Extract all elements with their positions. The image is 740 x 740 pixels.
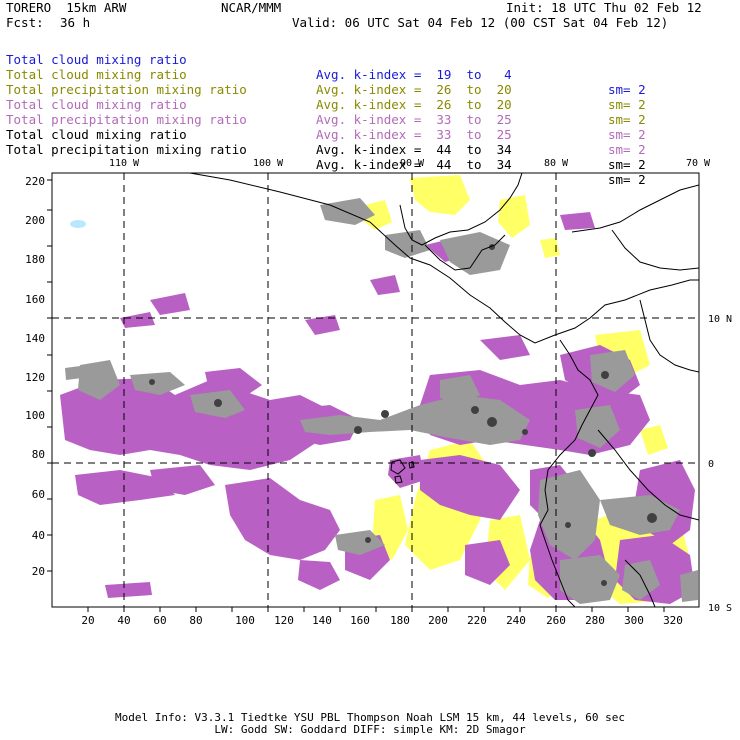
legend-field: Total cloud mixing ratio (6, 97, 187, 112)
y-tick-label: 20 (32, 565, 45, 578)
legend-smoothing: sm= 2 (608, 142, 646, 157)
y-tick-label: 60 (32, 488, 45, 501)
lon-label: 80 W (544, 158, 569, 169)
y-tick-label: 80 (32, 448, 45, 461)
legend-row: Total cloud mixing ratio Avg. k-index = … (6, 52, 706, 112)
x-tick-labels: 20 40 60 80 100 120 140 160 180 200 220 … (81, 614, 683, 627)
legend-kindex: Avg. k-index = 44 to 34 (316, 157, 512, 172)
legend-row: Total precipitation mixing ratio Avg. k-… (6, 67, 706, 127)
legend-row: Total cloud mixing ratio Avg. k-index = … (6, 82, 706, 142)
coastline (189, 173, 699, 607)
lon-label: 110 W (109, 158, 140, 169)
legend-kindex: Avg. k-index = 44 to 34 (316, 142, 512, 157)
model-info-line: Model Info: V3.3.1 Tiedtke YSU PBL Thomp… (115, 711, 625, 724)
x-tick-label: 100 (235, 614, 255, 627)
legend-kindex: Avg. k-index = 26 to 20 (316, 97, 512, 112)
x-tick-label: 80 (189, 614, 202, 627)
lon-label: 70 W (686, 158, 711, 169)
light-blue-cloud-patch (70, 220, 86, 228)
x-tick-label: 260 (546, 614, 566, 627)
legend-kindex: Avg. k-index = 26 to 20 (316, 82, 512, 97)
legend-field: Total precipitation mixing ratio (6, 142, 247, 157)
longitude-labels: 110 W 100 W 90 W 80 W 70 W (109, 158, 711, 169)
legend-kindex: Avg. k-index = 33 to 25 (316, 112, 512, 127)
legend-kindex: Avg. k-index = 19 to 4 (316, 67, 512, 82)
y-tick-label: 120 (25, 371, 45, 384)
model-physics-line: LW: Godd SW: Goddard DIFF: simple KM: 2D… (214, 723, 526, 736)
latitude-labels: 10 N 0 10 S (708, 314, 732, 614)
legend-field: Total precipitation mixing ratio (6, 82, 247, 97)
legend-smoothing: sm= 2 (608, 157, 646, 172)
legend-row: Total cloud mixing ratio Avg. k-index = … (6, 112, 706, 172)
x-tick-label: 240 (506, 614, 526, 627)
y-tick-label: 200 (25, 214, 45, 227)
x-tick-label: 60 (153, 614, 166, 627)
x-tick-label: 180 (390, 614, 410, 627)
y-tick-label: 140 (25, 332, 45, 345)
x-tick-label: 120 (274, 614, 294, 627)
x-tick-label: 140 (312, 614, 332, 627)
legend-smoothing: sm= 2 (608, 82, 646, 97)
legend-smoothing: sm= 2 (608, 172, 646, 187)
x-tick-label: 160 (350, 614, 370, 627)
dark-core-field (149, 244, 657, 586)
legend-smoothing: sm= 2 (608, 112, 646, 127)
x-tick-label: 280 (585, 614, 605, 627)
forecast-map: 110 W 100 W 90 W 80 W 70 W 10 N 0 10 S 2… (25, 158, 732, 627)
lon-label: 90 W (400, 158, 425, 169)
lat-label: 0 (708, 459, 714, 470)
x-tick-label: 220 (467, 614, 487, 627)
y-tick-label: 100 (25, 409, 45, 422)
lat-label: 10 S (708, 603, 732, 614)
forecast-hour: 36 h (60, 15, 91, 30)
lon-label: 100 W (253, 158, 284, 169)
forecast-label: Fcst: (6, 15, 44, 30)
legend-field: Total cloud mixing ratio (6, 52, 187, 67)
plot-header: TORERO 15km ARW NCAR/MMM Init: 18 UTC Th… (6, 0, 740, 145)
legend-row: Total precipitation mixing ratio Avg. k-… (6, 127, 706, 187)
legend-field: Total cloud mixing ratio (6, 67, 187, 82)
x-tick-label: 200 (428, 614, 448, 627)
y-tick-label: 160 (25, 293, 45, 306)
organization-label: NCAR/MMM (221, 0, 282, 15)
y-tick-label: 40 (32, 529, 45, 542)
lat-lon-grid (52, 173, 699, 607)
x-tick-label: 20 (81, 614, 94, 627)
y-tick-labels: 20 40 60 80 100 120 140 160 180 200 220 (25, 175, 45, 578)
axis-ticks (47, 179, 665, 612)
legend-row: Total cloud mixing ratio Avg. k-index = … (6, 37, 706, 97)
legend-smoothing: sm= 2 (608, 127, 646, 142)
legend-row: Total precipitation mixing ratio Avg. k-… (6, 97, 706, 157)
legend-field: Total cloud mixing ratio (6, 127, 187, 142)
legend-kindex: Avg. k-index = 33 to 25 (316, 127, 512, 142)
legend-field: Total precipitation mixing ratio (6, 112, 247, 127)
lat-label: 10 N (708, 314, 732, 325)
x-tick-label: 300 (624, 614, 644, 627)
x-tick-label: 40 (117, 614, 130, 627)
map-fields (52, 173, 699, 607)
valid-time: Valid: 06 UTC Sat 04 Feb 12 (00 CST Sat … (292, 15, 669, 30)
y-tick-label: 180 (25, 253, 45, 266)
model-title: TORERO 15km ARW (6, 0, 127, 15)
legend-smoothing: sm= 2 (608, 97, 646, 112)
init-time: Init: 18 UTC Thu 02 Feb 12 (506, 0, 702, 15)
x-tick-label: 320 (663, 614, 683, 627)
y-tick-label: 220 (25, 175, 45, 188)
